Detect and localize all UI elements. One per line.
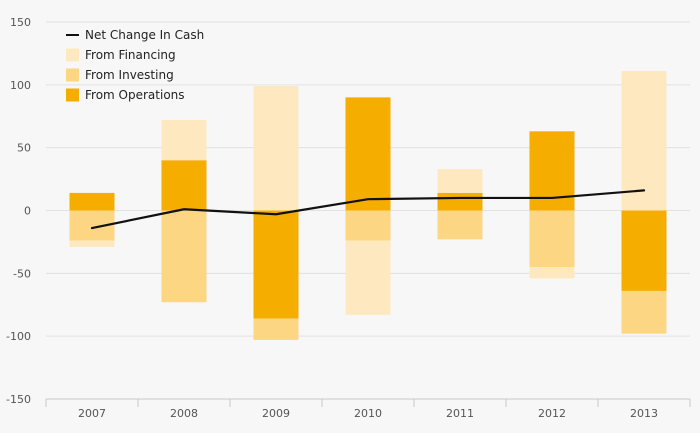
- y-tick-label: 0: [24, 205, 31, 218]
- legend-label: From Financing: [85, 48, 176, 62]
- legend-swatch: [66, 48, 79, 62]
- y-tick-label: 50: [17, 142, 31, 155]
- bar-from-financing-2013: [621, 71, 667, 211]
- bar-from-investing-2012: [529, 210, 575, 268]
- legend-label: Net Change In Cash: [85, 28, 204, 42]
- legend-label: From Investing: [85, 68, 174, 82]
- legend-item-from-operations: From Operations: [66, 88, 185, 102]
- legend-item-from-investing: From Investing: [66, 68, 174, 82]
- x-tick-label: 2012: [538, 407, 566, 420]
- bar-from-operations-2009: [253, 210, 299, 319]
- bar-from-financing-2007: [69, 240, 115, 247]
- bar-from-financing-2009: [253, 86, 299, 211]
- bar-from-operations-2011: [437, 192, 483, 211]
- bar-from-operations-2010: [345, 97, 391, 211]
- x-tick-label: 2008: [170, 407, 198, 420]
- bar-from-investing-2013: [621, 290, 667, 334]
- legend: Net Change In Cash From Financing From Inv…: [66, 28, 204, 102]
- bar-from-investing-2010: [345, 210, 391, 241]
- bar-from-operations-2007: [69, 192, 115, 211]
- bars: [69, 71, 667, 340]
- bar-from-financing-2008: [161, 120, 207, 161]
- x-tick-label: 2011: [446, 407, 474, 420]
- legend-swatch: [66, 68, 79, 82]
- y-tick-label: -150: [6, 393, 31, 406]
- net-change-line-layer: [90, 189, 646, 230]
- legend-label: From Operations: [85, 88, 185, 102]
- y-tick-label: 150: [10, 16, 31, 29]
- y-tick-label: -50: [13, 267, 31, 280]
- x-tick-label: 2010: [354, 407, 382, 420]
- bar-from-investing-2008: [161, 210, 207, 303]
- y-tick-label: 100: [10, 79, 31, 92]
- bar-from-financing-2010: [345, 240, 391, 315]
- bar-from-financing-2012: [529, 267, 575, 279]
- x-tick-label: 2013: [630, 407, 658, 420]
- legend-item-net-change-in-cash: Net Change In Cash: [66, 28, 204, 42]
- bar-from-operations-2013: [621, 210, 667, 291]
- bar-from-investing-2009: [253, 318, 299, 340]
- bar-from-investing-2011: [437, 210, 483, 240]
- x-tick-label: 2007: [78, 407, 106, 420]
- bar-from-financing-2011: [437, 169, 483, 193]
- net-change-line: [90, 189, 646, 230]
- axes: 150 100 50 0 -50 -100 -150 2007 2008 2009 2010 2011…: [6, 16, 691, 420]
- y-tick-label: -100: [6, 330, 31, 343]
- legend-swatch: [66, 88, 79, 102]
- legend-item-from-financing: From Financing: [66, 48, 176, 62]
- x-tick-label: 2009: [262, 407, 290, 420]
- bar-from-operations-2008: [161, 160, 207, 211]
